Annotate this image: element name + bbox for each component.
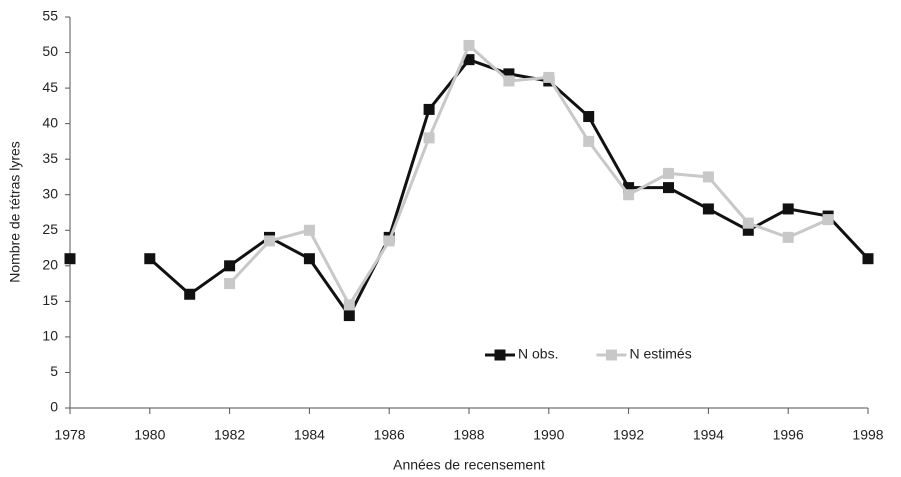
x-tick-label: 1978	[54, 427, 85, 443]
x-tick-label: 1998	[852, 427, 883, 443]
point-marker	[303, 253, 315, 265]
point-marker	[663, 182, 674, 194]
point-marker	[663, 167, 674, 179]
point-marker	[702, 203, 714, 215]
point-marker	[343, 299, 355, 311]
point-marker	[423, 132, 435, 144]
series-line	[148, 57, 870, 319]
point-marker	[463, 54, 475, 66]
point-marker	[742, 217, 754, 229]
y-tick-label: 25	[42, 221, 58, 237]
x-tick-label: 1986	[374, 427, 405, 443]
point-marker	[224, 278, 236, 290]
legend-marker	[605, 349, 617, 361]
point-marker	[543, 71, 555, 83]
legend-marker	[494, 349, 506, 361]
x-tick-label: 1980	[134, 427, 165, 443]
legend-label: N estimés	[629, 346, 691, 362]
point-marker	[782, 203, 794, 215]
y-tick-label: 20	[42, 257, 58, 273]
y-tick-label: 35	[42, 150, 58, 166]
point-marker	[383, 235, 395, 247]
point-marker	[303, 224, 315, 236]
x-tick-label: 1990	[533, 427, 564, 443]
y-tick-label: 45	[42, 79, 58, 95]
point-marker	[343, 310, 355, 322]
y-axis-title: Nombre de tétras lyres	[7, 141, 23, 283]
point-marker	[623, 182, 635, 194]
point-marker	[822, 214, 834, 226]
point-marker	[264, 235, 275, 247]
y-tick-label: 15	[42, 292, 58, 308]
series-line	[228, 42, 829, 308]
point-marker	[583, 111, 595, 123]
x-tick-label: 1988	[453, 427, 484, 443]
point-marker	[862, 253, 874, 265]
x-axis-title: Années de recensement	[393, 457, 545, 473]
point-marker	[503, 68, 515, 80]
point-marker	[583, 135, 595, 147]
point-marker	[144, 253, 156, 265]
legend-label: N obs.	[518, 346, 558, 362]
y-tick-label: 55	[42, 8, 58, 24]
y-tick-label: 40	[42, 114, 58, 130]
x-tick-label: 1984	[294, 427, 325, 443]
y-tick-label: 10	[42, 328, 58, 344]
point-marker	[503, 75, 515, 87]
point-marker	[224, 260, 236, 272]
point-marker	[742, 224, 754, 236]
x-tick-label: 1982	[214, 427, 245, 443]
point-marker	[702, 171, 714, 183]
point-marker	[184, 288, 196, 300]
point-marker	[623, 189, 635, 201]
point-marker	[782, 231, 794, 243]
point-marker	[64, 253, 76, 265]
x-tick-label: 1996	[773, 427, 804, 443]
y-tick-label: 50	[42, 43, 58, 59]
x-tick-label: 1994	[693, 427, 724, 443]
point-marker	[463, 39, 475, 51]
point-marker	[423, 103, 435, 115]
y-tick-label: 0	[50, 399, 58, 415]
x-tick-label: 1992	[613, 427, 644, 443]
y-tick-label: 30	[42, 185, 58, 201]
y-tick-label: 5	[50, 363, 58, 379]
